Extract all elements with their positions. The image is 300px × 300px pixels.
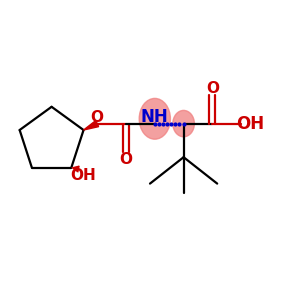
Text: OH: OH xyxy=(236,115,264,133)
Text: O: O xyxy=(206,81,219,96)
Text: O: O xyxy=(119,152,133,166)
Ellipse shape xyxy=(139,98,170,139)
Ellipse shape xyxy=(173,110,194,137)
Text: OH: OH xyxy=(70,168,96,183)
Text: O: O xyxy=(91,110,104,124)
Polygon shape xyxy=(84,121,99,130)
Text: NH: NH xyxy=(141,108,169,126)
